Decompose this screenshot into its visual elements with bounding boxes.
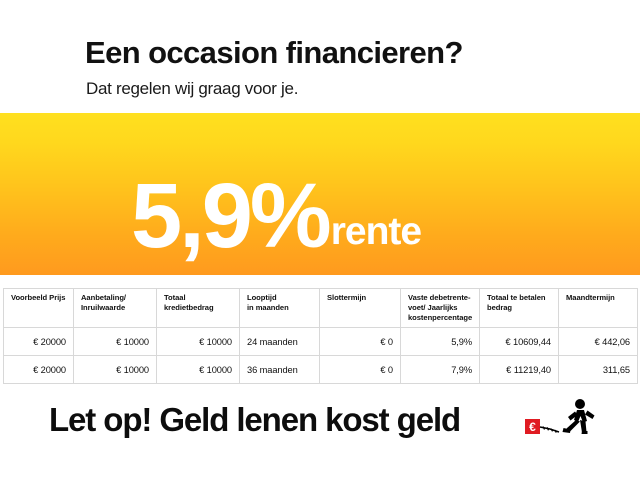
header-line: Inruilwaarde xyxy=(81,303,126,312)
page-title: Een occasion financieren? xyxy=(85,35,463,70)
table-body: € 20000 € 10000 € 10000 24 maanden € 0 5… xyxy=(3,327,638,384)
header-line: Looptijd xyxy=(247,293,277,302)
header-line: Maandtermijn xyxy=(566,293,615,302)
header-line: bedrag xyxy=(487,303,513,312)
cell-voorbeeld-prijs: € 20000 xyxy=(3,355,74,384)
figure-arm-back xyxy=(585,410,595,419)
cell-looptijd: 36 maanden xyxy=(239,355,320,384)
page-subtitle: Dat regelen wij graag voor je. xyxy=(86,79,299,98)
warning-text: Let op! Geld lenen kost geld xyxy=(49,401,461,438)
cell-rentevoet: 5,9% xyxy=(400,327,480,356)
column-header-looptijd: Looptijd in maanden xyxy=(239,288,320,328)
figure-head xyxy=(575,399,585,409)
geld-lenen-kost-geld-logo-icon: € xyxy=(523,398,599,442)
header-section: Een occasion financieren? Dat regelen wi… xyxy=(0,0,640,113)
table-row: € 20000 € 10000 € 10000 24 maanden € 0 5… xyxy=(3,327,638,356)
header-line: in maanden xyxy=(247,303,289,312)
red-block-shape xyxy=(525,419,540,434)
header-line: Voorbeeld Prijs xyxy=(11,293,66,302)
finance-table: Voorbeeld Prijs Aanbetaling/ Inruilwaard… xyxy=(3,288,638,384)
rate-banner: 5,9% rente xyxy=(0,113,640,275)
cell-totaal-te-betalen: € 11219,40 xyxy=(479,355,559,384)
figure-arm-front xyxy=(568,411,578,421)
table-header-row: Voorbeeld Prijs Aanbetaling/ Inruilwaard… xyxy=(3,288,638,328)
figure-leg-front xyxy=(566,420,580,432)
table-header: Voorbeeld Prijs Aanbetaling/ Inruilwaard… xyxy=(3,288,638,328)
column-header-totaal-te-betalen: Totaal te betalen bedrag xyxy=(479,288,559,328)
warning-banner: Let op! Geld lenen kost geld € xyxy=(0,396,640,444)
cell-totaal-te-betalen: € 10609,44 xyxy=(479,327,559,356)
interest-rate-unit: rente xyxy=(330,210,422,253)
table-row: € 20000 € 10000 € 10000 36 maanden € 0 7… xyxy=(3,355,638,384)
cell-totaal-kredietbedrag: € 10000 xyxy=(156,355,240,384)
figure-foot-back xyxy=(581,431,588,434)
cell-maandtermijn: € 442,06 xyxy=(558,327,638,356)
header-line: Totaal te betalen xyxy=(487,293,546,302)
cell-slottermijn: € 0 xyxy=(319,327,401,356)
cell-voorbeeld-prijs: € 20000 xyxy=(3,327,74,356)
chain-links xyxy=(542,426,557,433)
figure-foot-front xyxy=(562,428,571,433)
header-line: Aanbetaling/ xyxy=(81,293,126,302)
header-line: Vaste debetrente- xyxy=(408,293,471,302)
header-line: voet/ Jaarlijks xyxy=(408,303,458,312)
interest-rate-value: 5,9% xyxy=(131,165,332,267)
column-header-maandtermijn: Maandtermijn xyxy=(558,288,638,328)
figure-leg-back xyxy=(580,420,587,433)
column-header-rentevoet: Vaste debetrente- voet/ Jaarlijks kosten… xyxy=(400,288,480,328)
header-line: Slottermijn xyxy=(327,293,367,302)
cell-aanbetaling: € 10000 xyxy=(73,355,157,384)
cell-rentevoet: 7,9% xyxy=(400,355,480,384)
rate-banner-content: 5,9% rente xyxy=(131,165,422,267)
figure-torso xyxy=(574,410,587,423)
warning-logo-svg: € xyxy=(525,399,595,434)
column-header-voorbeeld-prijs: Voorbeeld Prijs xyxy=(3,288,74,328)
cell-totaal-kredietbedrag: € 10000 xyxy=(156,327,240,356)
header-line: kredietbedrag xyxy=(164,303,214,312)
column-header-aanbetaling: Aanbetaling/ Inruilwaarde xyxy=(73,288,157,328)
header-line: kostenpercentage xyxy=(408,313,473,322)
column-header-totaal-kredietbedrag: Totaal kredietbedrag xyxy=(156,288,240,328)
cell-maandtermijn: 311,65 xyxy=(558,355,638,384)
cell-slottermijn: € 0 xyxy=(319,355,401,384)
header-line: Totaal xyxy=(164,293,186,302)
cell-looptijd: 24 maanden xyxy=(239,327,320,356)
cell-aanbetaling: € 10000 xyxy=(73,327,157,356)
column-header-slottermijn: Slottermijn xyxy=(319,288,401,328)
finance-table-wrapper: Voorbeeld Prijs Aanbetaling/ Inruilwaard… xyxy=(3,288,638,384)
euro-symbol: € xyxy=(529,420,536,434)
